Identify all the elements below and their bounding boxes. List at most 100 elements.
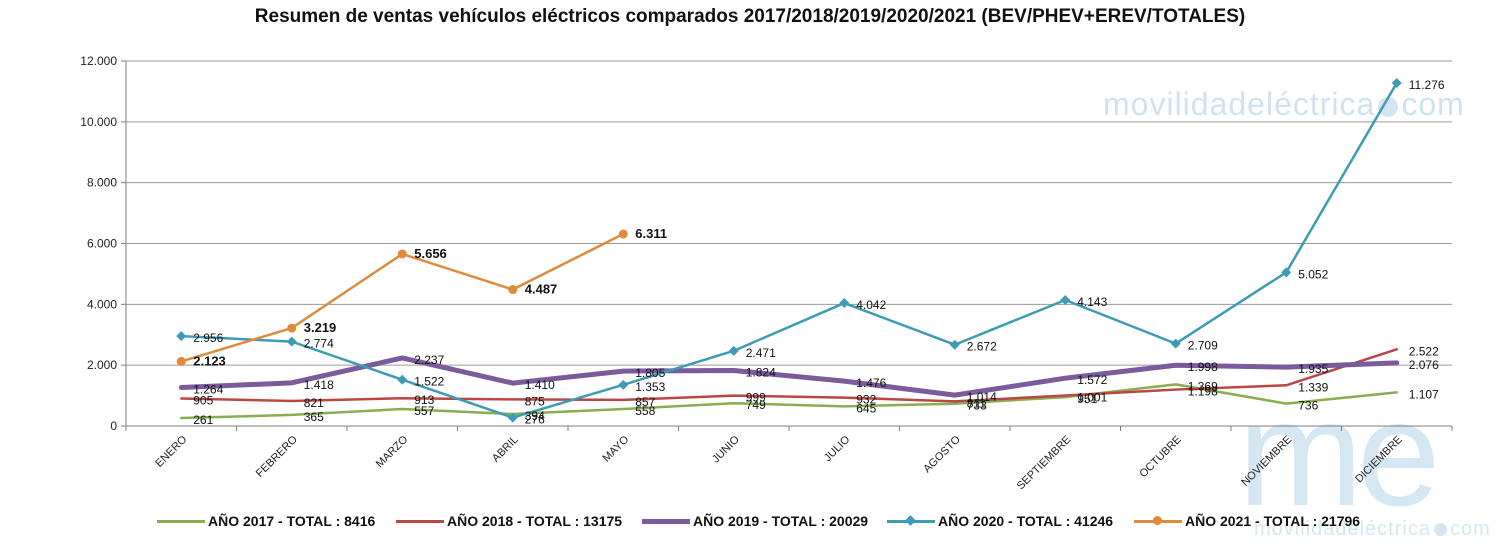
data-label: 11.276 — [1409, 78, 1445, 92]
data-label: 1.935 — [1298, 362, 1328, 376]
legend-label: AÑO 2021 - TOTAL : 21796 — [1185, 513, 1361, 529]
data-label: 1.410 — [525, 378, 555, 392]
data-label: 558 — [635, 404, 655, 418]
series-line — [180, 81, 1398, 419]
y-tick-label: 4.000 — [87, 297, 117, 311]
data-label: 6.311 — [635, 226, 667, 241]
legend-item: AÑO 2017 - TOTAL : 8416 — [157, 510, 375, 532]
x-tick-label: FEBRERO — [254, 433, 300, 479]
data-label: 2.471 — [746, 346, 776, 360]
data-point — [508, 285, 518, 295]
x-tick-label: JULIO — [822, 433, 853, 464]
legend-swatch — [642, 514, 690, 528]
data-labels: 261 365 557 394 558 749 645 733 951 1.369 736 1.107… — [193, 78, 1445, 427]
data-label: 2.123 — [193, 353, 226, 368]
x-tick-label: ABRIL — [490, 434, 521, 465]
series-group — [176, 78, 1402, 423]
data-label: 276 — [525, 413, 545, 427]
data-label: 749 — [746, 398, 766, 412]
data-label: 261 — [193, 413, 213, 427]
y-tick-label: 0 — [110, 419, 117, 433]
line-chart: 0 2.000 4.000 6.000 8.000 10.000 12.000 ENERO F… — [80, 54, 1453, 492]
data-point — [287, 323, 297, 333]
legend-label: AÑO 2017 - TOTAL : 8416 — [208, 513, 376, 529]
data-point — [728, 345, 739, 356]
data-label: 1.198 — [1188, 385, 1218, 399]
x-tick-label: AGOSTO — [921, 433, 963, 475]
watermark-site-small-suffix: com — [1449, 518, 1491, 540]
y-tick-label: 8.000 — [87, 176, 117, 190]
y-axis-ticks: 0 2.000 4.000 6.000 8.000 10.000 12.000 — [80, 54, 126, 433]
legend-line — [396, 520, 444, 523]
diamond-marker-icon — [905, 515, 916, 526]
legend-item: AÑO 2019 - TOTAL : 20029 — [642, 510, 868, 532]
data-label: 1.264 — [193, 383, 223, 397]
x-tick-label: NOVIEMBRE — [1239, 434, 1294, 489]
data-label: 2.956 — [193, 331, 223, 345]
data-label: 1.001 — [1077, 391, 1107, 405]
data-label: 1.476 — [856, 376, 886, 390]
data-label: 821 — [304, 396, 324, 410]
y-tick-label: 2.000 — [87, 358, 117, 372]
data-label: 5.656 — [414, 246, 447, 261]
data-label: 2.076 — [1409, 358, 1439, 372]
data-label: 999 — [746, 391, 766, 405]
legend-line — [157, 520, 205, 523]
legend-label: AÑO 2018 - TOTAL : 13175 — [447, 513, 623, 529]
series-line — [178, 355, 1400, 398]
data-point — [949, 339, 960, 350]
data-label: 1.824 — [746, 366, 776, 380]
watermark-site-prefix: movilidadeléctrica — [1103, 86, 1376, 122]
legend-swatch — [157, 514, 205, 528]
data-point — [1060, 294, 1071, 305]
data-label: 3.219 — [304, 320, 337, 335]
data-point — [1170, 338, 1181, 349]
legend-label: AÑO 2019 - TOTAL : 20029 — [693, 513, 869, 529]
x-tick-label: MARZO — [374, 433, 411, 470]
data-label: 2.522 — [1409, 344, 1439, 358]
legend-swatch — [1134, 514, 1182, 528]
watermark-dot-icon — [1378, 97, 1399, 117]
data-label: 645 — [856, 401, 876, 415]
data-label: 1.353 — [635, 380, 665, 394]
data-label: 1.998 — [1188, 360, 1218, 374]
data-label: 1.522 — [414, 375, 444, 389]
legend-swatch — [887, 514, 935, 528]
data-label: 2.709 — [1188, 339, 1218, 353]
y-tick-label: 6.000 — [87, 237, 117, 251]
legend-item: AÑO 2018 - TOTAL : 13175 — [396, 510, 622, 532]
data-label: 4.042 — [856, 298, 886, 312]
x-tick-label: MAYO — [601, 433, 632, 464]
data-point — [839, 298, 850, 309]
data-label: 4.487 — [525, 282, 558, 297]
data-label: 2.672 — [967, 340, 997, 354]
data-label: 1.572 — [1077, 373, 1107, 387]
data-point — [1281, 267, 1292, 278]
data-label: 932 — [856, 393, 876, 407]
legend-line — [642, 519, 690, 524]
x-tick-label: DICIEMBRE — [1353, 434, 1405, 486]
data-label: 4.143 — [1077, 295, 1107, 309]
data-label: 1.805 — [635, 366, 665, 380]
data-point — [618, 379, 629, 390]
watermark-logo: me — [1238, 369, 1440, 537]
series-line — [180, 348, 1398, 403]
data-label: 1.418 — [304, 378, 334, 392]
data-point — [618, 229, 628, 239]
watermark-site: movilidadeléctrica com — [1103, 86, 1465, 123]
legend-item: AÑO 2021 - TOTAL : 21796 — [1134, 510, 1360, 532]
data-label: 1.014 — [967, 390, 997, 404]
data-point — [286, 336, 297, 347]
chart-title: Resumen de ventas vehículos eléctricos c… — [254, 6, 1246, 27]
data-label: 1.369 — [1188, 379, 1218, 393]
x-axis-ticks: ENERO FEBRERO MARZO ABRIL MAYO JUNIO JULIO AGOS… — [125, 426, 1453, 492]
data-label: 1.339 — [1298, 380, 1328, 394]
data-label: 951 — [1077, 392, 1097, 406]
y-tick-label: 12.000 — [80, 54, 117, 68]
legend-swatch — [396, 514, 444, 528]
data-label: 811 — [967, 396, 986, 410]
watermark-small-dot-icon — [1433, 523, 1447, 536]
data-label: 857 — [635, 395, 655, 409]
data-label: 913 — [414, 393, 434, 407]
data-point — [176, 331, 187, 342]
